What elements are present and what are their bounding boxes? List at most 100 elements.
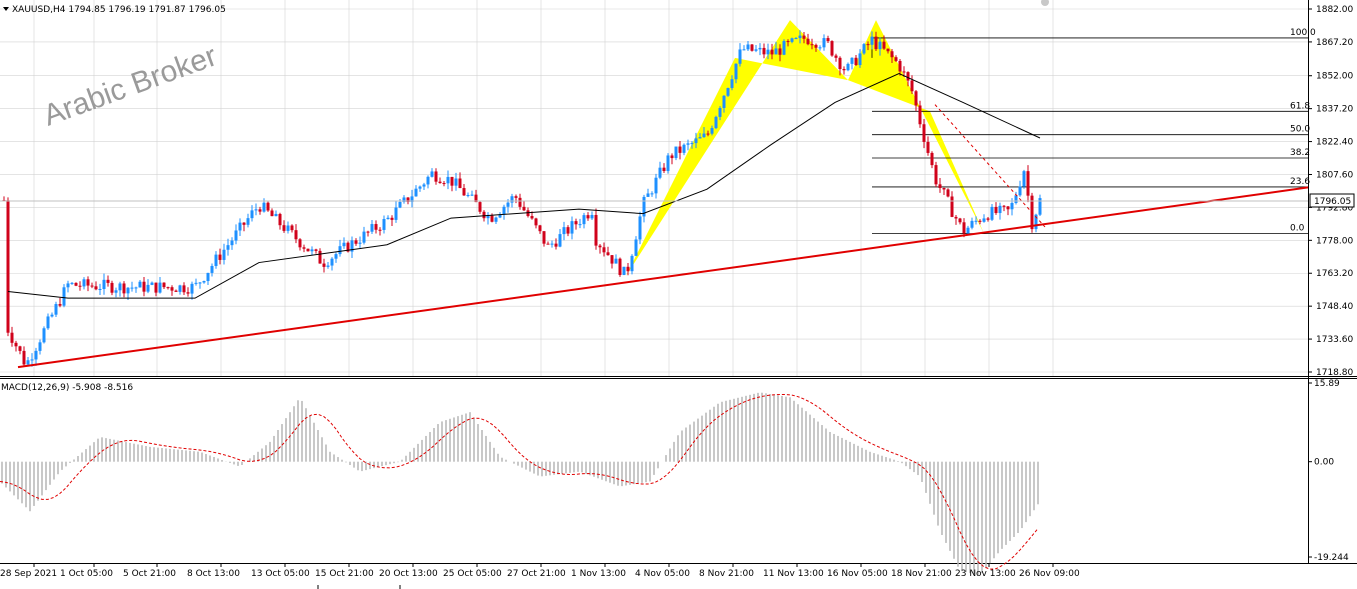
candle-body [474, 194, 478, 203]
candle-body [798, 35, 802, 39]
candle-body [462, 188, 466, 196]
candle-body [450, 176, 454, 186]
candle-body [90, 285, 94, 287]
harmonic-pattern-right [848, 20, 984, 234]
candle-body [534, 218, 538, 226]
candle-body [246, 218, 250, 225]
candle-body [826, 38, 830, 42]
candle-body [970, 220, 974, 228]
candle-body [890, 51, 894, 58]
candle-body [386, 217, 390, 220]
candle-body [322, 263, 326, 267]
price-tick-label: 1748.40 [1316, 302, 1353, 312]
candle-body [238, 222, 242, 231]
candle-body [206, 272, 210, 282]
candle-body [414, 188, 418, 197]
candle-body [266, 202, 270, 211]
candle-body [58, 304, 62, 306]
candle-body [646, 193, 650, 197]
candle-body [422, 184, 426, 187]
collapse-arrow-icon[interactable] [3, 7, 9, 11]
moving-average-line [7, 72, 1041, 299]
price-tick-label: 1867.20 [1316, 38, 1353, 48]
macd-signal-line [0, 393, 1039, 570]
candle-body [714, 116, 718, 129]
candle-body [962, 222, 966, 234]
candle-body [510, 196, 514, 203]
trendline[interactable] [17, 186, 1309, 369]
candle-body [994, 206, 998, 214]
candle-body [1038, 198, 1042, 215]
candle-body [974, 220, 978, 222]
price-panel[interactable] [0, 0, 1308, 376]
candle-body [74, 282, 78, 286]
candle-body [30, 359, 34, 361]
candle-body [294, 230, 298, 240]
fibonacci-retracement[interactable]: 100.0 61.8 50.0 38.2 23.6 0.0 [871, 28, 1316, 235]
candle-body [1034, 214, 1038, 230]
macd-axis[interactable]: 15.89 0.00 -19.244 [1308, 379, 1349, 563]
candle-body [94, 286, 98, 290]
candle-body [562, 227, 566, 235]
candle-body [170, 287, 174, 291]
candle-body [178, 285, 182, 292]
current-price-box [1309, 193, 1355, 208]
candle-body [134, 287, 138, 289]
time-tick-label: 5 Oct 21:00 [123, 569, 176, 579]
candle-body [298, 239, 302, 248]
candle-body [42, 328, 46, 343]
candle-body [262, 202, 266, 212]
scroll-marker-icon[interactable] [1041, 0, 1049, 6]
time-axis[interactable]: 28 Sep 2021 1 Oct 05:00 5 Oct 21:00 8 Oct 1… [0, 563, 1080, 579]
candle-body [234, 230, 238, 241]
candle-body [946, 189, 950, 197]
fib-level-label: 38.2 [1290, 148, 1310, 158]
candle-body [38, 342, 42, 351]
candle-body [334, 254, 338, 259]
price-tick-label: 1837.20 [1316, 105, 1353, 115]
candle-body [494, 217, 498, 222]
current-price-label: 1796.05 [1314, 197, 1351, 207]
candle-body [850, 57, 854, 64]
candle-body [546, 243, 550, 245]
candle-body [702, 133, 706, 138]
candle-body [182, 285, 186, 293]
candle-body [730, 79, 734, 89]
candle-body [466, 195, 470, 197]
candle-body [202, 281, 206, 283]
candle-body [894, 57, 898, 61]
candle-body [726, 88, 730, 96]
candle-body [934, 165, 938, 185]
candle-body [886, 48, 890, 52]
time-tick-label: 16 Nov 05:00 [827, 569, 888, 579]
candle-body [402, 197, 406, 202]
candle-body [878, 41, 882, 50]
price-axis[interactable]: 1882.00 1867.20 1852.00 1837.20 1822.40 1807.… [1308, 5, 1353, 378]
candle-body [222, 249, 226, 260]
candle-body [594, 214, 598, 246]
candle-body [982, 218, 986, 222]
time-tick-label: 15 Oct 21:00 [315, 569, 374, 579]
candle-body [50, 314, 54, 317]
candle-body [366, 231, 370, 233]
candle-body [854, 57, 858, 66]
candle-body [690, 143, 694, 145]
price-tick-label: 1807.60 [1316, 170, 1353, 180]
candle-body [782, 41, 786, 55]
candle-body [902, 71, 906, 73]
candle-body [382, 219, 386, 230]
candle-body [114, 290, 118, 293]
candle-body [682, 144, 686, 153]
candle-body [398, 201, 402, 208]
candle-body [786, 41, 790, 43]
candle-body [1002, 205, 1006, 207]
candle-body [506, 202, 510, 207]
candle-body [22, 350, 26, 365]
candle-body [882, 41, 886, 49]
time-tick-label: 20 Oct 13:00 [379, 569, 438, 579]
candle-body [1010, 202, 1014, 210]
candle-body [558, 234, 562, 247]
candle-body [938, 184, 942, 188]
candle-body [606, 252, 610, 256]
